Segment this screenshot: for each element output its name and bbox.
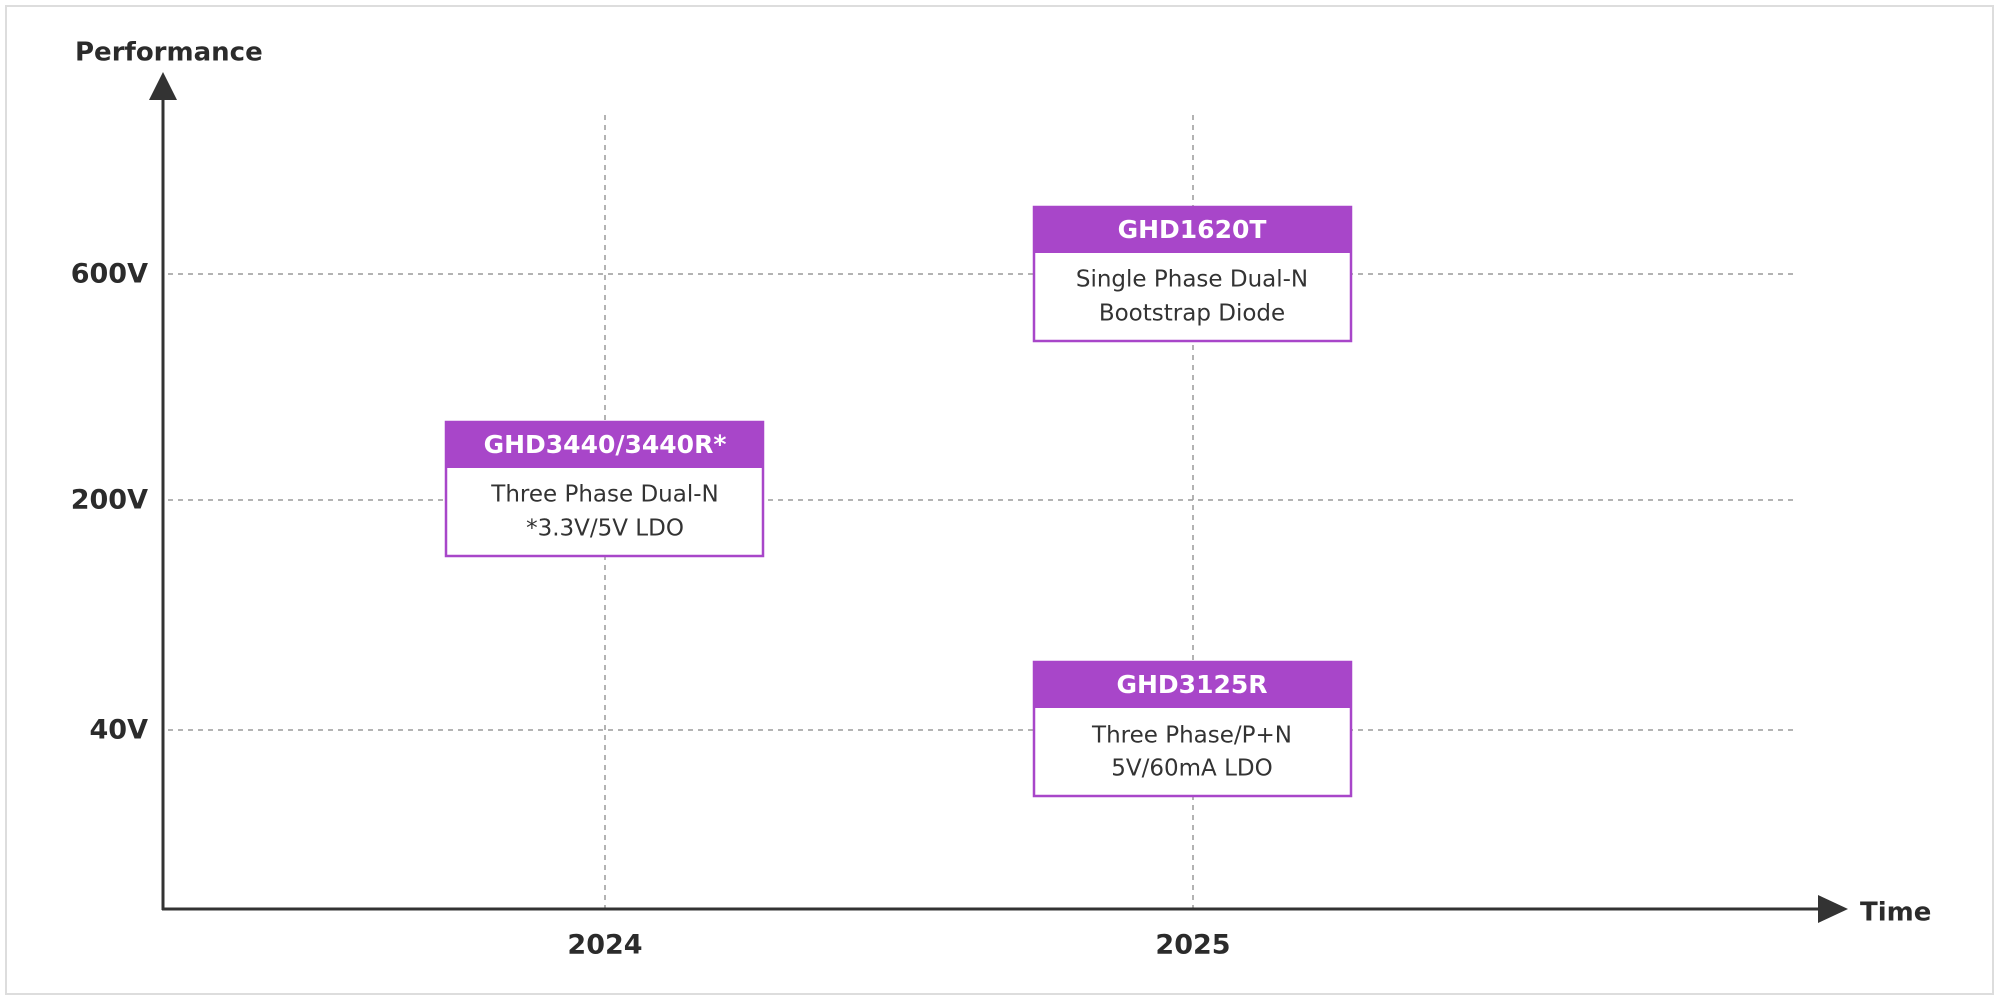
product-line: Single Phase Dual-N bbox=[1076, 267, 1308, 293]
product-line: *3.3V/5V LDO bbox=[526, 516, 684, 542]
product-card: GHD1620T Single Phase Dual-N Bootstrap D… bbox=[1032, 205, 1353, 343]
product-line: Bootstrap Diode bbox=[1099, 301, 1285, 327]
product-name: GHD3440/3440R* bbox=[484, 430, 727, 459]
x-axis-label: Time bbox=[1860, 898, 1931, 928]
y-axis-label: Performance bbox=[75, 38, 263, 68]
product-name: GHD3125R bbox=[1116, 670, 1267, 699]
product-line: Three Phase Dual-N bbox=[490, 482, 718, 508]
product-line: 5V/60mA LDO bbox=[1111, 756, 1272, 782]
x-level: 2025 bbox=[1155, 930, 1230, 961]
card-header bbox=[1034, 207, 1351, 253]
card-header bbox=[1034, 662, 1351, 708]
x-arrow bbox=[1818, 895, 1848, 923]
y-level: 600V bbox=[71, 259, 148, 290]
y-level: 200V bbox=[71, 485, 148, 516]
product-card: GHD3440/3440R* Three Phase Dual-N *3.3V/… bbox=[444, 420, 765, 558]
y-level: 40V bbox=[90, 715, 149, 746]
product-card: GHD3125R Three Phase/P+N 5V/60mA LDO bbox=[1032, 660, 1353, 798]
product-line: Three Phase/P+N bbox=[1091, 723, 1292, 749]
x-level: 2024 bbox=[567, 930, 642, 961]
y-arrow bbox=[149, 72, 177, 100]
card-header bbox=[446, 422, 763, 468]
product-name: GHD1620T bbox=[1118, 215, 1267, 244]
